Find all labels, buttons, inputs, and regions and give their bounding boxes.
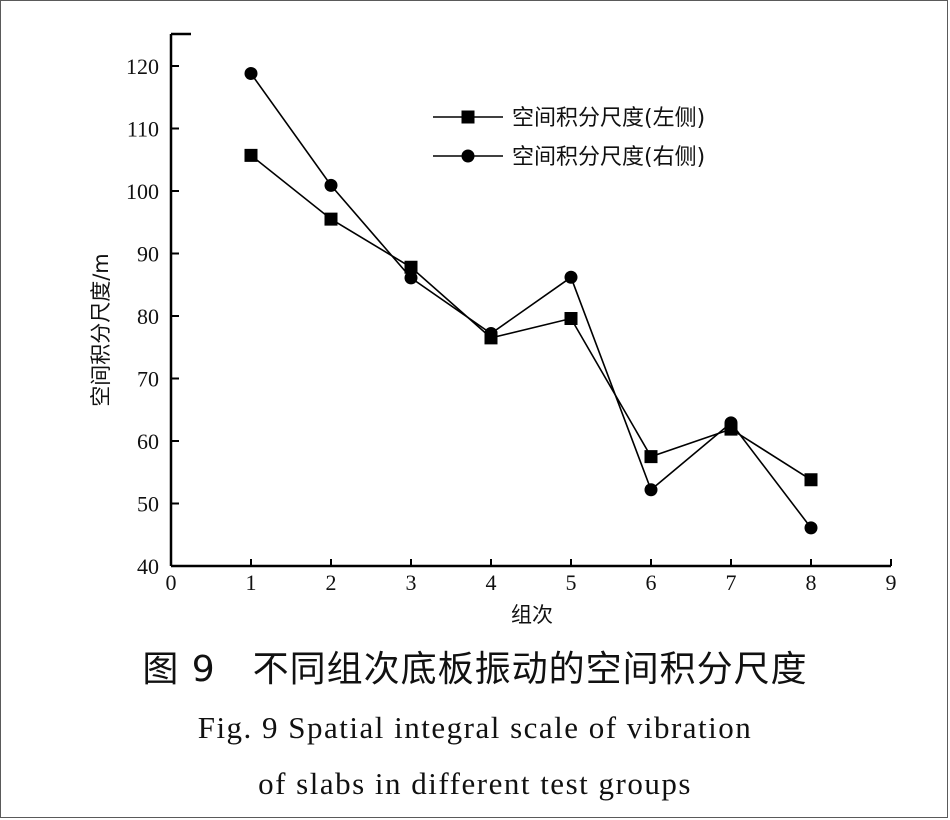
data-point-circle: [724, 416, 738, 430]
y-tick-label: 120: [126, 54, 159, 79]
series-line: [250, 73, 812, 529]
x-tick-label: 1: [246, 570, 257, 595]
y-tick-label: 110: [127, 117, 159, 142]
data-point-circle: [564, 270, 578, 284]
figure-title-cn: 图 9 不同组次底板振动的空间积分尺度: [142, 649, 808, 690]
chart-series: [244, 67, 818, 535]
x-axis-ticks: 0 1 2 3 4 5 6 7 8 9: [166, 559, 897, 595]
x-axis-title: 组次: [511, 603, 553, 627]
legend-marker-circle: [461, 149, 475, 163]
data-point-circle: [244, 67, 258, 80]
y-tick-label: 70: [137, 367, 159, 392]
data-point-square: [404, 260, 418, 274]
data-point-circle: [644, 483, 658, 497]
data-point-square: [644, 450, 658, 464]
figure-caption-line2: of slabs in different test groups: [258, 766, 692, 801]
y-tick-label: 100: [126, 179, 159, 204]
data-point-circle: [324, 178, 338, 192]
legend-marker-square: [461, 110, 475, 124]
y-tick-label: 80: [137, 304, 159, 329]
data-point-square: [804, 473, 818, 487]
chart-legend: 空间积分尺度(左侧) 空间积分尺度(右侧): [433, 106, 705, 170]
data-point-circle: [484, 327, 498, 340]
x-tick-label: 3: [406, 570, 417, 595]
y-axis-title: 空间积分尺度/m: [89, 253, 113, 407]
y-tick-label: 90: [137, 242, 159, 267]
x-tick-label: 0: [166, 570, 177, 595]
series-2: [244, 67, 818, 535]
legend-label: 空间积分尺度(右侧): [512, 145, 705, 170]
x-tick-label: 4: [486, 570, 497, 595]
y-tick-label: 40: [137, 554, 159, 579]
figure-caption-line1: Fig. 9 Spatial integral scale of vibrati…: [197, 710, 753, 745]
data-point-square: [244, 148, 258, 162]
x-tick-label: 5: [566, 570, 577, 595]
x-tick-label: 2: [326, 570, 337, 595]
line-chart: 0 1 2 3 4 5 6 7 8 9 40 50 60 70 80 90 100 110 120 组次 空间积分…: [89, 32, 897, 627]
y-tick-label: 50: [137, 492, 159, 517]
x-tick-label: 8: [806, 570, 817, 595]
y-tick-label: 60: [137, 429, 159, 454]
x-tick-label: 9: [886, 570, 897, 595]
data-point-circle: [404, 271, 418, 285]
data-point-circle: [804, 521, 818, 535]
x-tick-label: 7: [726, 570, 737, 595]
x-tick-label: 6: [646, 570, 657, 595]
chart-axes: [169, 32, 891, 568]
data-point-square: [564, 312, 578, 325]
series-1: [244, 148, 818, 487]
legend-label: 空间积分尺度(左侧): [512, 106, 705, 131]
y-axis-ticks: 40 50 60 70 80 90 100 110 120: [126, 54, 179, 579]
data-point-square: [324, 212, 338, 226]
